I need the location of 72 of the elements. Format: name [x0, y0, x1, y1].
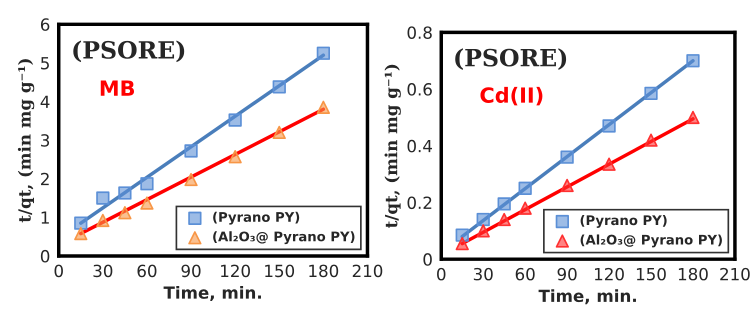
point — [602, 119, 616, 133]
x-tick-label: 180 — [678, 268, 708, 280]
point — [686, 54, 700, 68]
point — [184, 172, 198, 186]
x-tick-label: 0 — [54, 264, 63, 278]
x-tick-label: 0 — [437, 268, 446, 280]
point — [476, 212, 490, 226]
y-tick-label: 4 — [40, 96, 50, 108]
x-tick-label: 90 — [558, 268, 577, 280]
y-tick-label: 0 — [423, 253, 432, 266]
point — [228, 113, 242, 127]
y-tick-label: 3 — [41, 134, 50, 147]
x-tick-label: 180 — [309, 264, 338, 278]
point — [560, 178, 574, 192]
y-tick-label: 0.8 — [408, 26, 432, 39]
x-tick-label: 120 — [221, 264, 250, 278]
x-tick-label: 210 — [720, 268, 750, 280]
x-tick-label: 150 — [636, 268, 666, 280]
point — [272, 80, 286, 94]
annotation: MB — [100, 80, 134, 96]
x-tick-label: 120 — [594, 268, 624, 280]
y-tick-label: 0.4 — [408, 140, 432, 152]
point — [518, 182, 532, 195]
x-tick-label: 30 — [94, 264, 112, 278]
y-tick-label: 0.2 — [408, 196, 432, 210]
annotation: Cd(II) — [480, 86, 542, 106]
point — [272, 126, 286, 140]
x-tick-label: 150 — [265, 264, 294, 278]
x-axis-title: Time, min. — [164, 286, 261, 302]
point — [686, 110, 700, 124]
x-tick-label: 60 — [138, 264, 156, 278]
point — [118, 186, 132, 200]
point — [74, 216, 88, 230]
y-axis-title: t/qt, (min mg g⁻¹) — [384, 64, 401, 228]
y-axis-title: t/qt, (min mg g⁻¹) — [18, 59, 34, 222]
y-tick-label: 5 — [41, 57, 49, 70]
point — [118, 206, 132, 220]
y-tick-label: 0 — [40, 250, 50, 263]
point — [184, 144, 198, 158]
point — [96, 214, 110, 228]
legend-label: (Al₂O₃@ Pyrano PY) — [213, 231, 354, 244]
point — [498, 197, 511, 211]
point — [456, 236, 469, 250]
point — [316, 100, 330, 114]
annotation: (PSORE) — [455, 48, 566, 70]
point — [456, 228, 469, 242]
y-tick-label: 2 — [41, 172, 49, 186]
point — [140, 177, 154, 190]
y-tick-label: 0.6 — [408, 83, 432, 96]
x-tick-label: 210 — [352, 264, 382, 278]
point — [644, 86, 658, 100]
x-axis-title: Time, min. — [538, 289, 636, 304]
y-tick-label: 1 — [42, 212, 49, 224]
x-tick-label: 60 — [516, 268, 535, 280]
point — [228, 150, 242, 164]
point — [498, 212, 511, 226]
legend-label: (Al₂O₃@ Pyrano PY) — [580, 234, 722, 248]
x-tick-label: 30 — [474, 268, 493, 280]
point — [518, 202, 532, 215]
point — [140, 196, 154, 210]
point — [644, 133, 658, 147]
point — [316, 46, 330, 60]
point — [602, 158, 616, 171]
point — [74, 226, 88, 240]
point — [476, 224, 490, 238]
point — [560, 150, 574, 164]
point — [96, 191, 110, 205]
x-tick-label: 90 — [181, 264, 201, 278]
legend-label: (Pyrano PY) — [580, 214, 667, 228]
legend-label: (Pyrano PY) — [213, 212, 300, 225]
annotation: (PSORE) — [73, 40, 184, 62]
y-tick-label: 6 — [40, 18, 50, 31]
